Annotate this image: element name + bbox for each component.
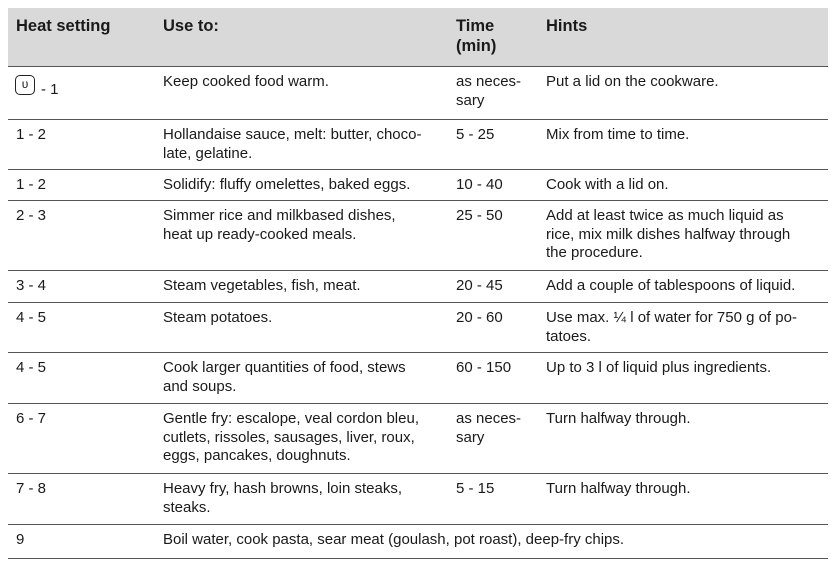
use-text: heat up ready-cooked meals.	[163, 225, 357, 243]
use-text: Steam potatoes.	[163, 309, 273, 326]
hints-text: Up to 3 l of liquid plus ingredients.	[546, 359, 772, 376]
heat-setting: - 1	[41, 81, 59, 98]
header-cell: Time	[456, 17, 495, 35]
heat-setting: 7 - 8	[16, 480, 47, 497]
use-text: Gentle fry: escalope, veal cordon bleu,	[163, 410, 419, 427]
time-text: 5 - 15	[456, 480, 495, 497]
row-divider	[8, 66, 828, 67]
heat-setting: 6 - 7	[16, 410, 47, 427]
hints-text: Mix from time to time.	[546, 126, 690, 143]
header-cell: Use to:	[163, 17, 219, 35]
row-divider	[8, 169, 828, 170]
use-text: cutlets, rissoles, sausages, liver, roux…	[163, 428, 415, 446]
time-text: sary	[456, 428, 485, 446]
row-divider	[8, 403, 828, 404]
time-text: 20 - 45	[456, 277, 503, 294]
hints-text: Turn halfway through.	[546, 480, 691, 497]
row-divider	[8, 119, 828, 120]
hints-text: the procedure.	[546, 244, 643, 261]
time-text: 5 - 25	[456, 126, 495, 143]
header-cell: Hints	[546, 17, 588, 35]
heat-setting: 3 - 4	[16, 277, 47, 294]
use-text: Keep cooked food warm.	[163, 73, 329, 90]
hints-text: Add a couple of tablespoons of liquid.	[546, 277, 796, 294]
heat-setting: 1 - 2	[16, 126, 47, 143]
header-cell: (min)	[456, 37, 497, 55]
header-cell: Heat setting	[16, 17, 111, 35]
use-text: Solidify: fluffy omelettes, baked eggs.	[163, 176, 411, 193]
use-text: Heavy fry, hash browns, loin steaks,	[163, 480, 402, 497]
use-text: Cook larger quantities of food, stews	[163, 359, 406, 376]
use-text: Simmer rice and milkbased dishes,	[163, 207, 396, 224]
time-text: 25 - 50	[456, 207, 503, 224]
hints-text: Add at least twice as much liquid as	[546, 207, 784, 224]
hints-text: Cook with a lid on.	[546, 176, 669, 193]
hints-text: Put a lid on the cookware.	[546, 73, 719, 90]
row-divider	[8, 270, 828, 271]
row-divider	[8, 352, 828, 353]
row-divider	[8, 524, 828, 525]
use-text: eggs, pancakes, doughnuts.	[163, 447, 351, 464]
heat-setting: 1 - 2	[16, 176, 47, 193]
time-text: 60 - 150	[456, 359, 512, 376]
row-divider	[8, 558, 828, 559]
hints-text: rice, mix milk dishes halfway through	[546, 225, 791, 243]
row-divider	[8, 302, 828, 303]
hints-text: Turn halfway through.	[546, 410, 691, 427]
heat-setting: 4 - 5	[16, 309, 47, 326]
keep-warm-icon: ᴜ	[15, 75, 35, 95]
header-background	[8, 8, 828, 66]
time-text: as neces-	[456, 410, 522, 427]
heat-setting: 9	[16, 531, 25, 548]
use-text: Hollandaise sauce, melt: butter, choco-	[163, 126, 422, 143]
heat-setting: 4 - 5	[16, 359, 47, 376]
row-divider	[8, 200, 828, 201]
time-text: sary	[456, 91, 485, 109]
time-text: 10 - 40	[456, 176, 503, 193]
hints-text: tatoes.	[546, 327, 592, 345]
use-text: late, gelatine.	[163, 144, 253, 162]
use-text: Boil water, cook pasta, sear meat (goula…	[163, 531, 625, 548]
use-text: and soups.	[163, 377, 237, 395]
row-divider	[8, 473, 828, 474]
heat-setting: 2 - 3	[16, 207, 47, 224]
hints-text: Use max. ¼ l of water for 750 g of po-	[546, 309, 797, 326]
use-text: Steam vegetables, fish, meat.	[163, 277, 361, 294]
use-text: steaks.	[163, 498, 211, 516]
time-text: 20 - 60	[456, 309, 503, 326]
time-text: as neces-	[456, 73, 522, 90]
